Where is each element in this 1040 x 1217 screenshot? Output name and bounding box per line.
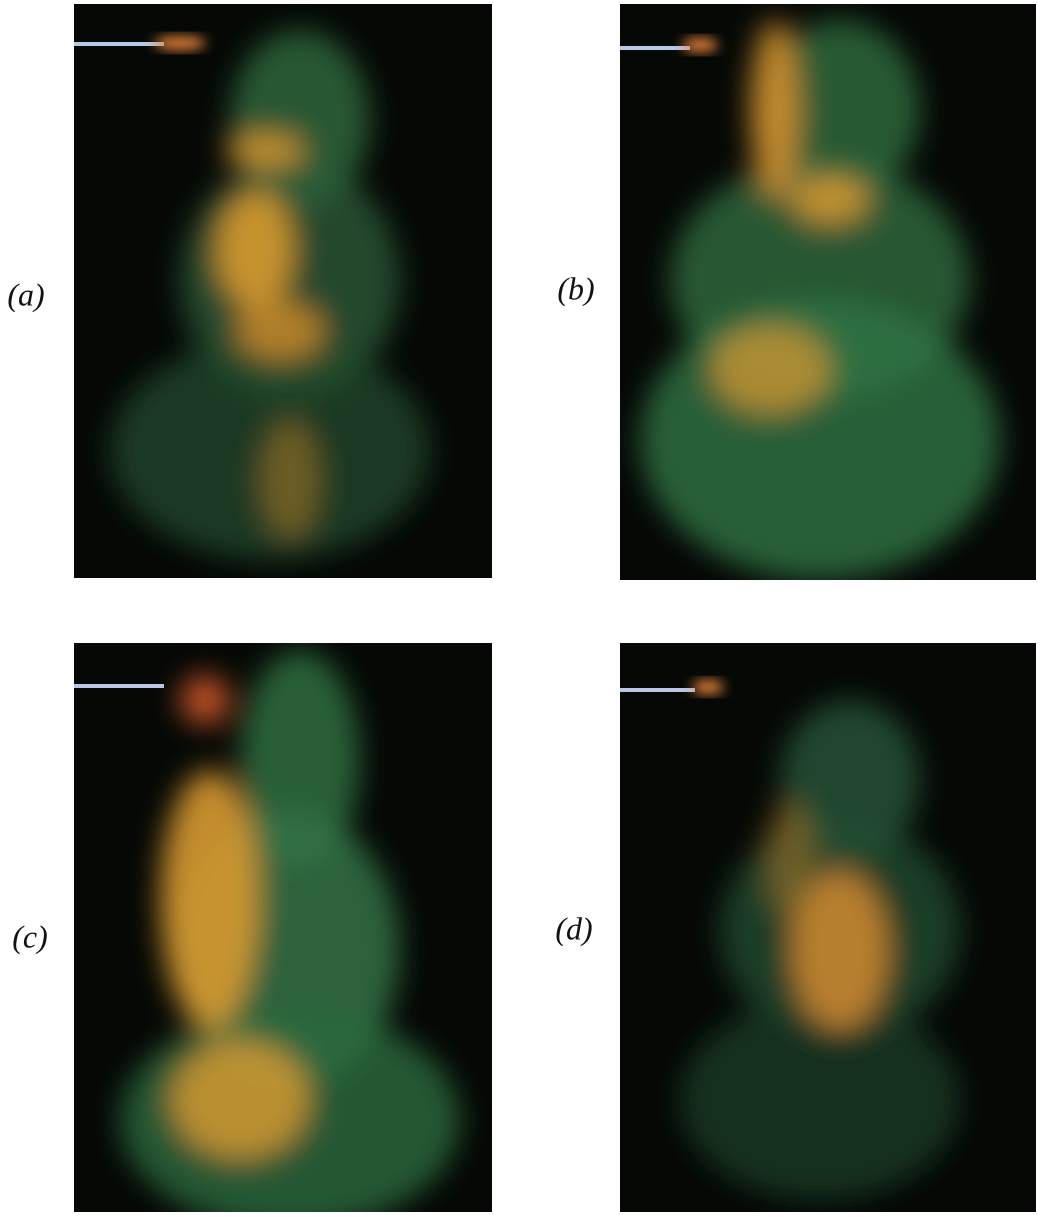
panel-label: (d) xyxy=(555,910,592,946)
panel-label: (b) xyxy=(557,270,594,306)
panel-label: (c) xyxy=(12,918,48,954)
panel-label: (a) xyxy=(7,276,44,312)
photo-c xyxy=(74,643,492,1217)
photo-d xyxy=(620,643,1036,1212)
figure: (a) (b) (c) xyxy=(0,0,1040,1217)
photo-a xyxy=(74,4,492,578)
photo-b xyxy=(620,4,1036,580)
